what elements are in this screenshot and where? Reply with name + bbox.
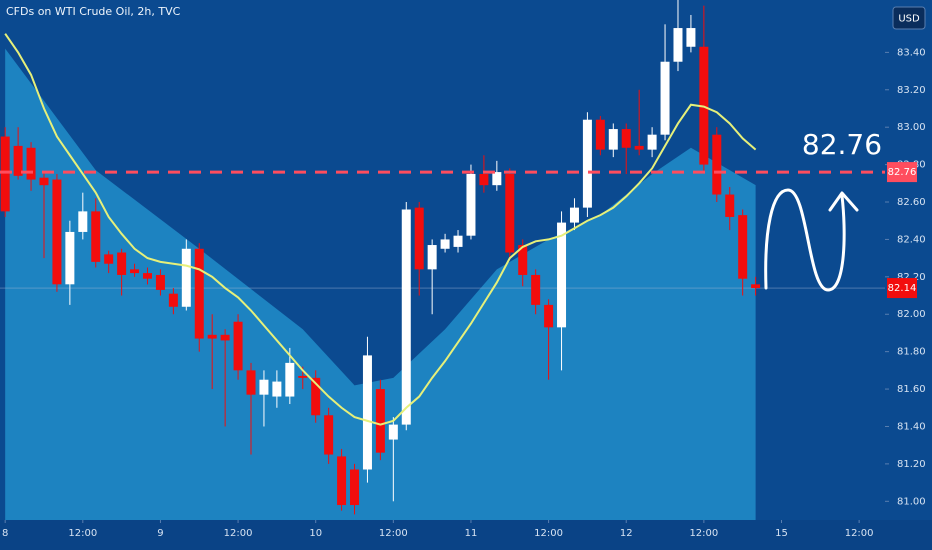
y-tick-label: 82.40 (897, 234, 926, 245)
candle-body (13, 145, 23, 176)
y-tick-label: 81.00 (897, 496, 926, 507)
last-price-tag (887, 278, 917, 299)
candle-body (298, 375, 308, 378)
candle-body (52, 179, 62, 285)
candle-body (725, 194, 735, 217)
candle-body (130, 269, 140, 274)
candle-body (544, 304, 554, 328)
candle-body (233, 321, 243, 371)
moving-average (4, 33, 757, 426)
y-tick-label: 83.20 (897, 85, 926, 96)
currency-label[interactable]: USD (898, 14, 920, 25)
x-tick-label: 12:00 (379, 528, 408, 539)
candle-body (259, 379, 269, 395)
x-tick-label: 12:00 (845, 528, 874, 539)
candle-body (220, 334, 230, 341)
candle-body (375, 389, 385, 453)
x-tick-label: 8 (2, 528, 8, 539)
candle-body (91, 211, 101, 262)
candle-body (78, 211, 88, 232)
x-tick-label: 10 (309, 528, 322, 539)
x-tick-label: 12:00 (68, 528, 97, 539)
x-tick-label: 15 (775, 528, 788, 539)
candle-body (414, 207, 424, 270)
candle-body (738, 215, 748, 279)
candle-body (660, 61, 670, 135)
candle-body (466, 173, 476, 236)
y-tick-label: 82.60 (897, 197, 926, 208)
forecast-arrow (764, 188, 846, 292)
x-tick-label: 12:00 (224, 528, 253, 539)
candle-body (751, 284, 761, 289)
candle-body (65, 231, 75, 285)
candle-body (194, 248, 204, 339)
level-tag (887, 162, 917, 183)
candle-body (479, 173, 489, 186)
candle-body (712, 134, 722, 195)
candle-body (0, 136, 10, 212)
x-tick-label: 11 (465, 528, 478, 539)
candle-body (686, 28, 696, 47)
x-tick-label: 12 (620, 528, 633, 539)
candle-body (181, 248, 191, 307)
candle-body (26, 147, 36, 180)
candle-body (557, 222, 567, 328)
level-annotation: 82.76 (802, 128, 882, 161)
candle-body (492, 172, 502, 186)
y-tick-label: 82.00 (897, 309, 926, 320)
candle-body (104, 254, 114, 264)
candle-body (440, 239, 450, 249)
candle-body (453, 235, 463, 247)
candle-body (311, 377, 321, 416)
candle-body (388, 424, 398, 440)
y-tick-label: 81.80 (897, 347, 926, 358)
candle-body (117, 252, 127, 275)
candle-body (505, 173, 515, 253)
candle-body (673, 28, 683, 62)
candle-body (285, 362, 295, 397)
candle-body (246, 370, 256, 395)
candle-body (531, 274, 541, 305)
plot-area: 82.76 (0, 0, 885, 521)
y-tick-label: 81.60 (897, 384, 926, 395)
candle-body (608, 129, 618, 150)
candle-body (427, 245, 437, 270)
level-tag-label: 82.76 (888, 167, 917, 178)
candle-body (569, 207, 579, 223)
last-price-tag-label: 82.14 (888, 283, 917, 294)
band-area (5, 48, 756, 521)
candle-body (401, 209, 411, 425)
candle-body (143, 273, 152, 279)
x-tick-label: 12:00 (534, 528, 563, 539)
y-tick-label: 81.20 (897, 459, 926, 470)
y-tick-label: 81.40 (897, 421, 926, 432)
y-tick-label: 83.40 (897, 47, 926, 58)
candle-body (272, 381, 282, 397)
candle-body (634, 145, 644, 150)
candle-body (518, 245, 528, 275)
chart-title: CFDs on WTI Crude Oil, 2h, TVC (6, 5, 181, 18)
candle-body (337, 456, 347, 506)
candle-body (595, 119, 605, 150)
candle-body (362, 355, 372, 470)
candle-body (155, 274, 165, 290)
candle-body (582, 119, 592, 208)
forecast-arrow-head (828, 191, 859, 212)
x-tick-label: 12:00 (689, 528, 718, 539)
candle-body (647, 134, 657, 150)
currency-button[interactable] (892, 6, 926, 30)
candle-body (621, 129, 631, 148)
time-axis-strip (0, 520, 932, 550)
candle-body (39, 177, 49, 186)
x-tick-label: 9 (157, 528, 163, 539)
candle-body (324, 415, 334, 455)
y-tick-label: 82.20 (897, 272, 926, 283)
candle-body (207, 334, 217, 339)
y-tick-label: 83.00 (897, 122, 926, 133)
candle-body (350, 469, 360, 506)
candle-body (168, 293, 178, 307)
